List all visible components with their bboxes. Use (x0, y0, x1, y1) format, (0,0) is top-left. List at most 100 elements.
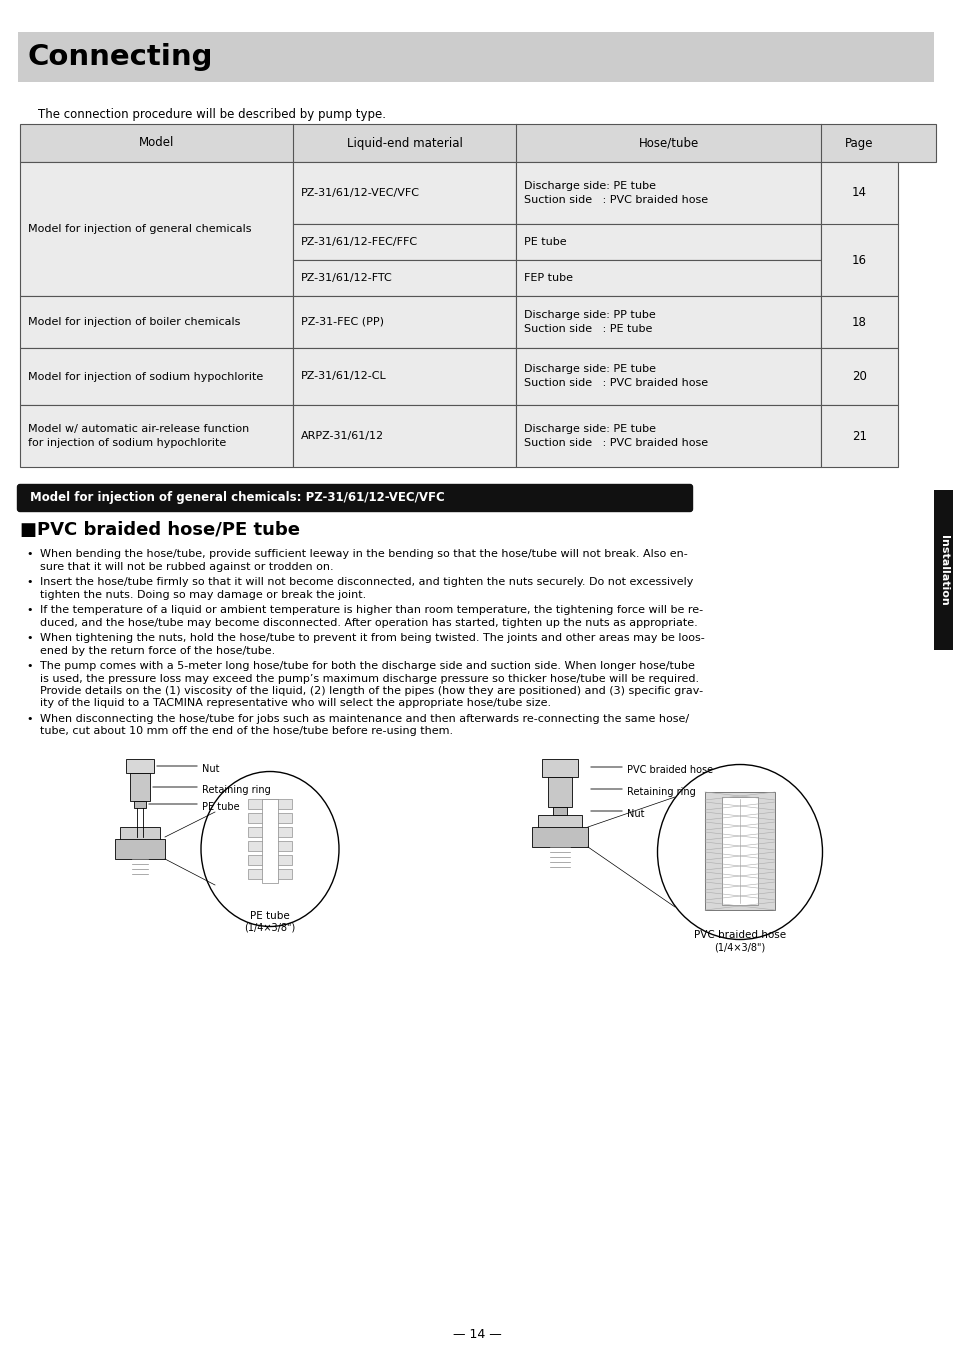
Bar (933, 490, 953, 649)
Text: •: • (26, 714, 32, 724)
Bar (516, 405, 820, 467)
Text: Nut: Nut (202, 764, 219, 774)
Bar (120, 828, 160, 849)
Text: ity of the liquid to a TACMINA representative who will select the appropriate ho: ity of the liquid to a TACMINA represent… (40, 698, 551, 709)
Bar (547, 778, 572, 807)
Bar (820, 405, 898, 467)
Text: Model for injection of boiler chemicals: Model for injection of boiler chemicals (28, 317, 240, 327)
Bar (820, 162, 898, 296)
Bar (553, 807, 566, 815)
Bar (20, 296, 293, 348)
Text: Discharge side: PE tube
Suction side   : PVC braided hose: Discharge side: PE tube Suction side : P… (524, 424, 708, 448)
Bar (721, 796, 758, 905)
Bar (20, 405, 293, 467)
Text: PE tube: PE tube (250, 911, 290, 921)
Text: Model for injection of general chemicals: Model for injection of general chemicals (28, 224, 252, 234)
Text: When disconnecting the hose/tube for jobs such as maintenance and then afterward: When disconnecting the hose/tube for job… (40, 714, 688, 724)
Bar (820, 296, 898, 348)
Text: •: • (26, 605, 32, 616)
Bar (293, 348, 516, 405)
Bar (532, 828, 587, 846)
Text: Insert the hose/tube firmly so that it will not become disconnected, and tighten: Insert the hose/tube firmly so that it w… (40, 576, 693, 587)
Text: Model w/ automatic air-release function
for injection of sodium hypochlorite: Model w/ automatic air-release function … (28, 424, 249, 448)
Bar (130, 774, 150, 801)
Text: Model: Model (138, 136, 174, 150)
Text: Model for injection of sodium hypochlorite: Model for injection of sodium hypochlori… (28, 371, 263, 382)
Bar (704, 792, 774, 910)
Bar (248, 799, 292, 809)
Text: If the temperature of a liquid or ambient temperature is higher than room temper: If the temperature of a liquid or ambien… (40, 605, 702, 616)
Bar (541, 759, 578, 778)
Text: ened by the return force of the hose/tube.: ened by the return force of the hose/tub… (40, 645, 275, 656)
Bar (516, 348, 820, 405)
Bar (20, 124, 935, 162)
Text: 18: 18 (851, 316, 866, 328)
Text: is used, the pressure loss may exceed the pump’s maximum discharge pressure so t: is used, the pressure loss may exceed th… (40, 674, 699, 683)
Text: PZ-31/61/12-FEC/FFC: PZ-31/61/12-FEC/FFC (300, 238, 417, 247)
Text: When tightening the nuts, hold the hose/tube to prevent it from being twisted. T: When tightening the nuts, hold the hose/… (40, 633, 704, 643)
Text: The connection procedure will be described by pump type.: The connection procedure will be describ… (38, 108, 386, 122)
Text: Page: Page (844, 136, 873, 150)
Bar (248, 813, 292, 823)
Text: Discharge side: PP tube
Suction side   : PE tube: Discharge side: PP tube Suction side : P… (524, 310, 656, 333)
Bar (293, 162, 516, 224)
Bar (293, 224, 516, 261)
Text: ■PVC braided hose/PE tube: ■PVC braided hose/PE tube (20, 521, 299, 539)
Text: (1/4×3/8"): (1/4×3/8") (714, 942, 765, 952)
Text: tighten the nuts. Doing so may damage or break the joint.: tighten the nuts. Doing so may damage or… (40, 590, 366, 599)
Bar (248, 841, 292, 850)
Text: •: • (26, 633, 32, 643)
Bar (293, 405, 516, 467)
Text: PE tube: PE tube (524, 238, 566, 247)
Text: 21: 21 (851, 429, 866, 443)
Text: PE tube: PE tube (202, 802, 239, 811)
Bar (293, 296, 516, 348)
Text: PZ-31-FEC (PP): PZ-31-FEC (PP) (300, 317, 383, 327)
Text: Hose/tube: Hose/tube (638, 136, 698, 150)
Bar (516, 162, 820, 224)
Text: Connecting: Connecting (28, 43, 213, 72)
Text: ARPZ-31/61/12: ARPZ-31/61/12 (300, 431, 384, 441)
Ellipse shape (657, 764, 821, 940)
Bar (20, 348, 293, 405)
Text: 16: 16 (851, 254, 866, 266)
Text: PZ-31/61/12-FTC: PZ-31/61/12-FTC (300, 273, 393, 284)
Bar (516, 296, 820, 348)
Text: •: • (26, 662, 32, 671)
Bar (115, 838, 165, 859)
Bar (248, 869, 292, 879)
Ellipse shape (201, 771, 338, 926)
Text: PZ-31/61/12-VEC/VFC: PZ-31/61/12-VEC/VFC (300, 188, 419, 198)
Bar (18, 32, 933, 82)
Text: •: • (26, 549, 32, 559)
Bar (248, 828, 292, 837)
Text: (1/4×3/8"): (1/4×3/8") (244, 923, 295, 933)
Text: The pump comes with a 5-meter long hose/tube for both the discharge side and suc: The pump comes with a 5-meter long hose/… (40, 662, 694, 671)
Text: Model for injection of general chemicals: PZ-31/61/12-VEC/VFC: Model for injection of general chemicals… (30, 491, 444, 505)
Bar (262, 799, 277, 883)
Text: PVC braided hose: PVC braided hose (693, 930, 785, 940)
Text: Provide details on the (1) viscosity of the liquid, (2) length of the pipes (how: Provide details on the (1) viscosity of … (40, 686, 702, 697)
FancyBboxPatch shape (17, 485, 692, 512)
Bar (133, 801, 146, 809)
Text: Discharge side: PE tube
Suction side   : PVC braided hose: Discharge side: PE tube Suction side : P… (524, 364, 708, 389)
Text: Retaining ring: Retaining ring (626, 787, 695, 796)
Text: Discharge side: PE tube
Suction side   : PVC braided hose: Discharge side: PE tube Suction side : P… (524, 181, 708, 205)
Bar (820, 348, 898, 405)
Text: Nut: Nut (626, 809, 644, 819)
Text: 14: 14 (851, 186, 866, 200)
Text: sure that it will not be rubbed against or trodden on.: sure that it will not be rubbed against … (40, 562, 334, 571)
Text: 20: 20 (851, 370, 866, 383)
Text: PZ-31/61/12-CL: PZ-31/61/12-CL (300, 371, 386, 382)
Bar (293, 261, 516, 296)
Bar (516, 224, 820, 261)
Text: •: • (26, 576, 32, 587)
Bar (20, 162, 293, 296)
Text: — 14 —: — 14 — (452, 1328, 501, 1341)
Text: tube, cut about 10 mm off the end of the hose/tube before re-using them.: tube, cut about 10 mm off the end of the… (40, 726, 453, 737)
Bar (248, 855, 292, 865)
Bar (537, 815, 581, 838)
Text: Liquid-end material: Liquid-end material (347, 136, 462, 150)
Text: When bending the hose/tube, provide sufficient leeway in the bending so that the: When bending the hose/tube, provide suff… (40, 549, 687, 559)
Text: Retaining ring: Retaining ring (202, 784, 271, 795)
